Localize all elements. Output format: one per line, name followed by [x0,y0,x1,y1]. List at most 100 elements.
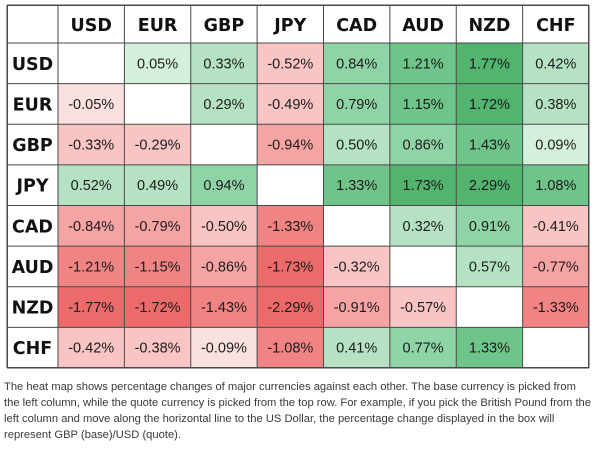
heatmap-cell-usd-cad [323,43,390,84]
heatmap-cell-cad-chf [522,205,589,247]
heatmap-cell-aud-eur [124,246,191,287]
cell-value-label: 0.52% [71,178,112,194]
heatmap-cell-gbp-aud [389,124,457,165]
row-header-aud: AUD [12,258,54,278]
cell-value-label: 0.86% [403,138,444,154]
cell-value-label: -1.33% [267,219,313,235]
heatmap-cell-eur-eur [124,83,191,125]
cell-value-label: -1.72% [135,300,181,316]
heatmap-cell-usd-gbp [190,43,258,84]
heatmap-cell-jpy-chf [522,164,589,206]
heatmap-cell-aud-nzd [456,246,523,287]
cell-value-label: -0.32% [334,259,380,275]
heatmap-cell-jpy-gbp [190,164,258,206]
heatmap-cell-gbp-nzd [456,124,523,165]
heatmap-cell-jpy-jpy [257,164,324,206]
cell-value-label: 1.21% [403,56,444,72]
row-header-nzd: NZD [12,299,54,319]
row-header-chf: CHF [13,339,52,359]
heatmap-cell-cad-aud [389,205,457,247]
cell-value-label: -0.38% [135,341,181,357]
column-header-eur: EUR [138,16,178,36]
heatmap-cell-cad-usd [58,205,125,247]
cell-value-label: -0.79% [135,219,181,235]
cell-value-label: -1.77% [68,300,114,316]
heatmap-cell-jpy-eur [124,164,191,206]
cell-value-label: 1.73% [403,178,444,194]
heatmap-cell-nzd-usd [58,286,125,328]
heatmap-cell-aud-usd [58,246,125,287]
heatmap-cell-eur-usd [58,83,125,125]
heatmap-cell-nzd-gbp [190,286,258,328]
cell-value-label: -0.84% [68,219,114,235]
cell-value-label: -1.15% [135,259,181,275]
heatmap-cell-jpy-nzd [456,164,523,206]
column-header-aud: AUD [402,16,444,36]
column-header-nzd: NZD [469,16,511,36]
cell-value-label: 0.84% [336,56,377,72]
cell-value-label: 0.79% [336,97,377,113]
cell-value-label: 1.08% [535,178,576,194]
heatmap-cell-cad-eur [124,205,191,247]
heatmap-cell-nzd-aud [389,286,457,328]
cell-value-label: 1.33% [469,341,510,357]
heatmap-cell-chf-nzd [456,327,523,368]
heatmap-cell-gbp-jpy [257,124,324,165]
cell-value-label: -0.29% [135,138,181,154]
heatmap-cell-chf-gbp [190,327,258,368]
cell-value-label: 0.42% [535,56,576,72]
heatmap-frame [7,5,589,368]
heatmap-cell-nzd-jpy [257,286,324,328]
cell-value-label: 0.41% [336,341,377,357]
heatmap-cell-cad-gbp [190,205,258,247]
cell-value-label: 0.94% [203,178,244,194]
cell-value-label: -1.21% [68,259,114,275]
heatmap-cell-cad-nzd [456,205,523,247]
column-header-jpy: JPY [273,16,306,36]
cell-value-label: 0.77% [403,341,444,357]
cell-value-label: -1.43% [201,300,247,316]
cell-value-label: -0.49% [267,97,313,113]
heatmap-cell-eur-chf [522,83,589,125]
heatmap-cell-gbp-cad [323,124,390,165]
cell-value-label: 0.38% [535,97,576,113]
cell-value-label: 0.33% [203,56,244,72]
column-header-cad: CAD [336,16,377,36]
cell-value-label: 0.09% [535,138,576,154]
heatmap-cell-jpy-usd [58,164,125,206]
heatmap-cell-usd-chf [522,43,589,84]
cell-value-label: -1.33% [533,300,579,316]
currency-heatmap: 0.05% 0.33% -0.52% 0.84% 1.21% 1.77% 0.42% -0.0… [6,4,590,369]
row-header-eur: EUR [13,95,53,115]
heatmap-cell-eur-cad [323,83,390,125]
cell-value-label: 0.57% [469,259,510,275]
cell-value-label: -0.94% [267,138,313,154]
heatmap-cell-aud-jpy [257,246,324,287]
heatmap-cell-chf-chf [522,327,589,368]
heatmap-cell-chf-usd [58,327,125,368]
column-header-chf: CHF [536,16,575,36]
heatmap-cell-nzd-cad [323,286,390,328]
heatmap-cell-cad-cad [323,205,390,247]
cell-value-label: -0.42% [68,341,114,357]
heatmap-caption: The heat map shows percentage changes of… [4,381,591,441]
cell-value-label: 0.32% [403,219,444,235]
heatmap-cell-chf-cad [323,327,390,368]
heatmap-cell-eur-aud [389,83,457,125]
row-header-cad: CAD [12,217,53,237]
column-header-gbp: GBP [204,16,245,36]
cell-value-label: -0.91% [334,300,380,316]
heatmap-cell-chf-aud [389,327,457,368]
cell-value-label: 0.05% [137,56,178,72]
cell-value-label: -1.08% [267,341,313,357]
heatmap-cell-jpy-aud [389,164,457,206]
cell-value-label: -0.09% [201,341,247,357]
heatmap-cell-nzd-eur [124,286,191,328]
heatmap-cell-chf-eur [124,327,191,368]
heatmap-cell-aud-gbp [190,246,258,287]
column-header-usd: USD [71,16,112,36]
cell-value-label: -0.41% [533,219,579,235]
cell-value-label: 1.72% [469,97,510,113]
cell-value-label: -0.77% [533,259,579,275]
heatmap-cell-eur-jpy [257,83,324,125]
